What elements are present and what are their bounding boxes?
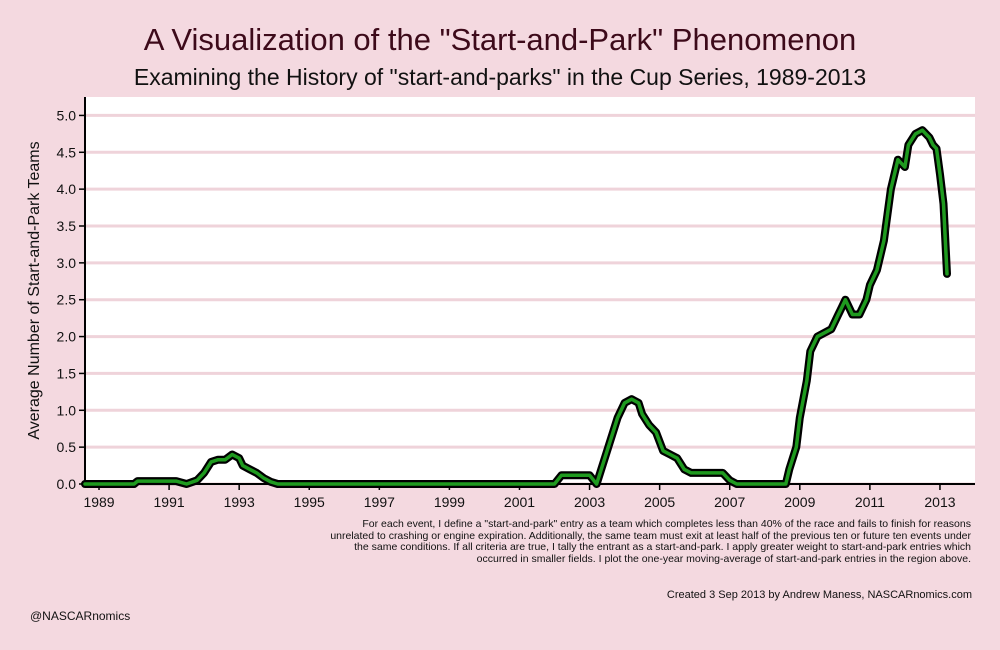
y-axis-label: Average Number of Start-and-Park Teams — [26, 141, 43, 439]
plot-area — [85, 97, 975, 484]
y-tick-label: 1.5 — [57, 365, 77, 381]
y-tick-label: 3.5 — [57, 218, 77, 234]
x-tick-label: 1995 — [294, 494, 325, 510]
x-tick-label: 1999 — [434, 494, 465, 510]
y-tick-label: 0.5 — [57, 439, 77, 455]
x-tick-label: 2009 — [784, 494, 815, 510]
y-tick-label: 1.0 — [57, 402, 77, 418]
y-tick-label: 4.0 — [57, 181, 77, 197]
twitter-handle: @NASCARnomics — [30, 609, 131, 623]
y-tick-label: 4.5 — [57, 144, 77, 160]
series-line — [83, 128, 949, 486]
x-tick-label: 2007 — [714, 494, 745, 510]
credit-line: Created 3 Sep 2013 by Andrew Maness, NAS… — [666, 589, 972, 601]
x-tick-label: 1991 — [154, 494, 185, 510]
chart-title: A Visualization of the "Start-and-Park" … — [143, 22, 857, 57]
y-tick-label: 2.5 — [57, 292, 77, 308]
x-tick-label: 2003 — [574, 494, 605, 510]
y-tick-label: 5.0 — [57, 107, 77, 123]
x-tick-label: 2011 — [855, 494, 885, 510]
y-tick-label: 2.0 — [57, 329, 77, 345]
x-tick-label: 1993 — [224, 494, 255, 510]
y-tick-label: 0.0 — [57, 476, 77, 492]
x-tick-label: 1997 — [364, 494, 395, 510]
methodology-note: For each event, I define a "start-and-pa… — [330, 518, 971, 565]
y-tick-label: 3.0 — [57, 255, 77, 271]
x-tick-label: 2013 — [924, 494, 955, 510]
x-tick-label: 1989 — [83, 494, 114, 510]
chart-subtitle: Examining the History of "start-and-park… — [133, 64, 867, 90]
x-tick-label: 2005 — [644, 494, 675, 510]
x-tick-label: 2001 — [504, 494, 535, 510]
